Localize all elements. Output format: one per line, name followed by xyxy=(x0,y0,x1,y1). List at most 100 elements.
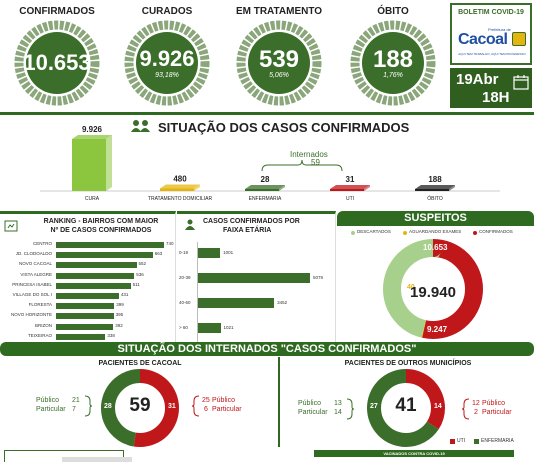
ring-pct: 93,18% xyxy=(155,72,179,79)
ranking-value: 536 xyxy=(136,271,144,277)
faixa-bar xyxy=(198,273,310,283)
ranking-row: BRIZON 392 xyxy=(0,322,176,332)
ranking-row: PRINCESA ISABEL 511 xyxy=(0,281,176,291)
situacao-bar xyxy=(72,139,106,191)
bottom-left-card xyxy=(4,450,124,462)
situacao-category-label: ÓBITO xyxy=(427,195,443,202)
ring-label: CONFIRMADOS xyxy=(19,6,95,17)
ranking-panel: RANKING - BAIRROS COM MAIOR Nº DE CASOS … xyxy=(0,211,176,342)
ranking-row: JD. CLODOALDO 663 xyxy=(0,250,176,260)
outros-right-row2-value: 2 xyxy=(474,409,478,416)
situacao-value-label: 31 xyxy=(346,175,355,184)
situacao-title: SITUAÇÃO DOS CASOS CONFIRMADOS xyxy=(158,120,410,135)
ring-value: 188 xyxy=(372,46,414,73)
ranking-value: 392 xyxy=(115,322,123,328)
suspeitos-panel: SUSPEITOS DESCARTADOS AGUARDANDO EXAMES … xyxy=(337,211,534,342)
ranking-value: 740 xyxy=(166,241,174,246)
outros-donut xyxy=(367,369,445,447)
faixa-bar xyxy=(198,298,275,308)
situacao-bar-top xyxy=(72,135,112,139)
situacao-bar-side xyxy=(106,135,112,191)
ranking-name: VILLAGE DO SOL I xyxy=(12,292,52,297)
boletim-logo-box: BOLETIM COVID-19 Prefeitura de Cacoal AQ… xyxy=(450,3,532,65)
outros-left-row2-value: 14 xyxy=(334,409,342,416)
vacinados-band: VACINADOS CONTRA COVID-19 xyxy=(314,450,514,457)
ranking-row: VISTA ALEGRE 536 xyxy=(0,271,176,281)
ranking-value: 552 xyxy=(138,261,147,267)
cacoal-left-brace xyxy=(84,395,92,417)
cacoal-right-row2-value: 6 xyxy=(204,406,208,413)
situacao-bar xyxy=(330,189,364,191)
ranking-name: BRIZON xyxy=(34,322,52,328)
ring-graphic xyxy=(350,20,436,106)
situacao-bar-top xyxy=(245,185,285,189)
outros-left-row1-value: 13 xyxy=(334,400,342,407)
situacao-category-label: UTI xyxy=(346,196,354,202)
ranking-bar xyxy=(56,272,135,279)
outros-left-row2-label: Particular xyxy=(298,409,328,416)
legend-descartados: DESCARTADOS xyxy=(357,229,391,234)
faixa-axis xyxy=(197,242,198,342)
cacoal-right-brace xyxy=(192,395,200,417)
donut-slice-enfermaria xyxy=(101,369,179,447)
ring-obito: ÓBITO 188 1,76% xyxy=(344,6,442,110)
map-pin-icon xyxy=(4,220,18,232)
vacinados-title: VACINADOS CONTRA COVID-19 xyxy=(383,451,445,456)
cacoal-panel: PACIENTES DE CACOAL Público 21 Particula… xyxy=(0,357,280,447)
ring-value: 539 xyxy=(258,46,300,73)
brasao-icon xyxy=(512,32,526,46)
ranking-name: PRINCESA ISABEL xyxy=(12,281,52,287)
boletim-date: 19Abr xyxy=(456,71,499,88)
outros-panel: PACIENTES DE OUTROS MUNICÍPIOS Público 1… xyxy=(282,357,534,447)
people-icon xyxy=(131,120,150,132)
ring-graphic xyxy=(14,20,100,106)
internados-brace xyxy=(261,159,343,172)
ranking-bar xyxy=(56,262,137,269)
situacao-bar-top xyxy=(160,184,200,189)
ranking-row: FLORESTA 399 xyxy=(0,301,176,311)
faixa-range: 40-60 xyxy=(179,300,191,305)
ranking-value: 663 xyxy=(154,251,163,257)
situacao-bar xyxy=(415,189,449,191)
ranking-bar xyxy=(56,303,115,310)
logo-small-text: Prefeitura de xyxy=(488,27,511,32)
faixa-title-1: CASOS CONFIRMADOS POR xyxy=(203,218,300,225)
donut-slice-descartados xyxy=(383,239,483,339)
ranking-name: FLORESTA xyxy=(28,302,52,308)
situacao-bar-top xyxy=(415,185,455,189)
faixa-panel: CASOS CONFIRMADOS POR FAIXA ETÁRIA 0-19 1… xyxy=(177,211,336,342)
suspeitos-confirmados-value: 10.653 xyxy=(423,243,448,252)
outros-total: 41 xyxy=(395,395,417,416)
situacao-chart: 9.926 CURA 480 TRATAMENTO DOMICILIAR 28 ENFER… xyxy=(40,125,500,202)
ranking-title-2: Nº DE CASOS CONFIRMADOS xyxy=(50,227,152,234)
ranking-title-1: RANKING - BAIRROS COM MAIOR xyxy=(43,218,159,225)
faixa-range: 20-39 xyxy=(179,275,191,280)
boletim-panel: BOLETIM COVID-19 Prefeitura de Cacoal AQ… xyxy=(448,0,534,110)
situacao-value-label: 480 xyxy=(173,174,187,183)
ranking-value: 395 xyxy=(115,312,124,318)
ring-pct: 5,06% xyxy=(269,72,289,79)
legend-aguardando: AGUARDANDO EXAMES xyxy=(409,229,462,234)
situacao-bar-side xyxy=(364,185,370,191)
faixa-value: 3452 xyxy=(277,300,288,305)
cacoal-left-row2-value: 7 xyxy=(72,406,76,413)
situacao-value-label: 28 xyxy=(261,175,270,184)
ring-label: ÓBITO xyxy=(377,6,409,17)
ranking-row: VILLAGE DO SOL I 431 xyxy=(0,291,176,301)
cacoal-right-value: 31 xyxy=(168,403,176,410)
internados-value: 59 xyxy=(311,158,320,167)
faixa-bar xyxy=(198,248,221,258)
faixa-value: 5079 xyxy=(313,275,324,280)
suspeitos-descartados-value: 9.247 xyxy=(427,325,448,334)
cacoal-left-row1-label: Público xyxy=(36,397,59,404)
ring-label: EM TRATAMENTO xyxy=(235,6,323,17)
ranking-value: 338 xyxy=(107,332,115,338)
faixa-title-2: FAIXA ETÁRIA xyxy=(223,227,272,234)
bottom-strip: VACINADOS CONTRA COVID-19 xyxy=(0,448,534,462)
ranking-list: CENTRO 740 JD. CLODOALDO 663 NOVO CACOAL 552 V… xyxy=(0,240,176,344)
suspeitos-header: SUSPEITOS xyxy=(337,211,534,226)
ring-label: CURADOS xyxy=(141,6,193,17)
situacao-bar xyxy=(245,189,279,191)
faixa-value: 1021 xyxy=(223,325,234,330)
ranking-value: 399 xyxy=(116,302,124,308)
